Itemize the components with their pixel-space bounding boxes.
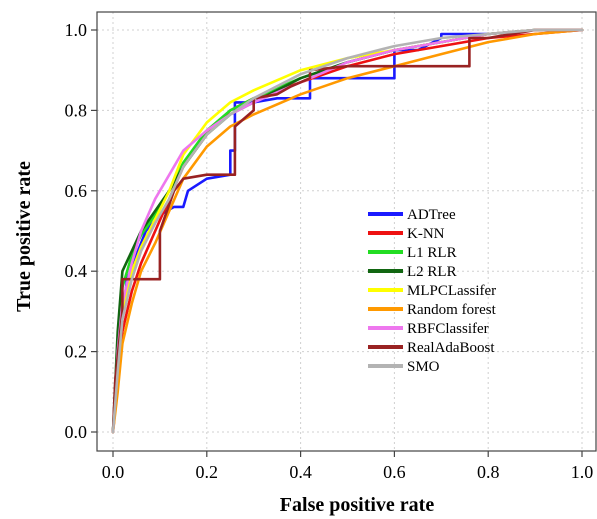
legend-label-smo: SMO: [407, 359, 440, 375]
y-tick-label: 0.2: [65, 342, 88, 362]
x-tick-label: 0.2: [196, 462, 219, 482]
series-line-smo: [111, 28, 584, 434]
x-axis-title: False positive rate: [280, 494, 435, 516]
legend-label-l2-rlr: L2 RLR: [407, 264, 457, 280]
legend-label-mlpclassifer: MLPCLassifer: [407, 283, 496, 299]
legend: ADTree K-NN L1 RLR L2 RLR MLPCLassifer Random…: [368, 207, 497, 375]
y-axis-title: True positive rate: [13, 161, 35, 312]
legend-label-rbfclassifer: RBFClassifer: [407, 321, 489, 337]
series-line-random-forest: [111, 28, 584, 434]
y-tick-label: 0.6: [65, 181, 88, 201]
x-tick-label: 0.4: [289, 462, 312, 482]
x-axis-ticks: 0.0 0.2 0.4 0.6 0.8 1.0: [102, 451, 594, 482]
x-tick-label: 0.0: [102, 462, 125, 482]
series-line-adtree: [111, 28, 584, 434]
series-line-l1-rlr: [111, 28, 584, 434]
series-line-k-nn: [111, 28, 584, 434]
y-tick-label: 1.0: [65, 20, 88, 40]
series-line-mlpclassifer: [111, 28, 584, 434]
y-tick-label: 0.0: [65, 422, 88, 442]
legend-label-k-nn: K-NN: [407, 226, 445, 242]
x-tick-label: 0.6: [383, 462, 406, 482]
legend-label-random-forest: Random forest: [407, 302, 497, 318]
series-line-l2-rlr: [111, 28, 584, 434]
series-line-rbfclassifer: [111, 28, 584, 434]
x-tick-label: 0.8: [477, 462, 500, 482]
legend-label-l1-rlr: L1 RLR: [407, 245, 457, 261]
series-line-realadaboost: [111, 28, 584, 434]
legend-label-realadaboost: RealAdaBoost: [407, 340, 495, 356]
grid: [97, 12, 597, 451]
series-layer: [111, 28, 584, 434]
legend-label-adtree: ADTree: [407, 207, 456, 223]
x-tick-label: 1.0: [571, 462, 594, 482]
y-tick-label: 0.8: [65, 100, 88, 120]
plot-frame: [96, 11, 597, 452]
y-tick-label: 0.4: [65, 261, 88, 281]
y-axis-ticks: 0.0 0.2 0.4 0.6 0.8 1.0: [65, 20, 97, 442]
